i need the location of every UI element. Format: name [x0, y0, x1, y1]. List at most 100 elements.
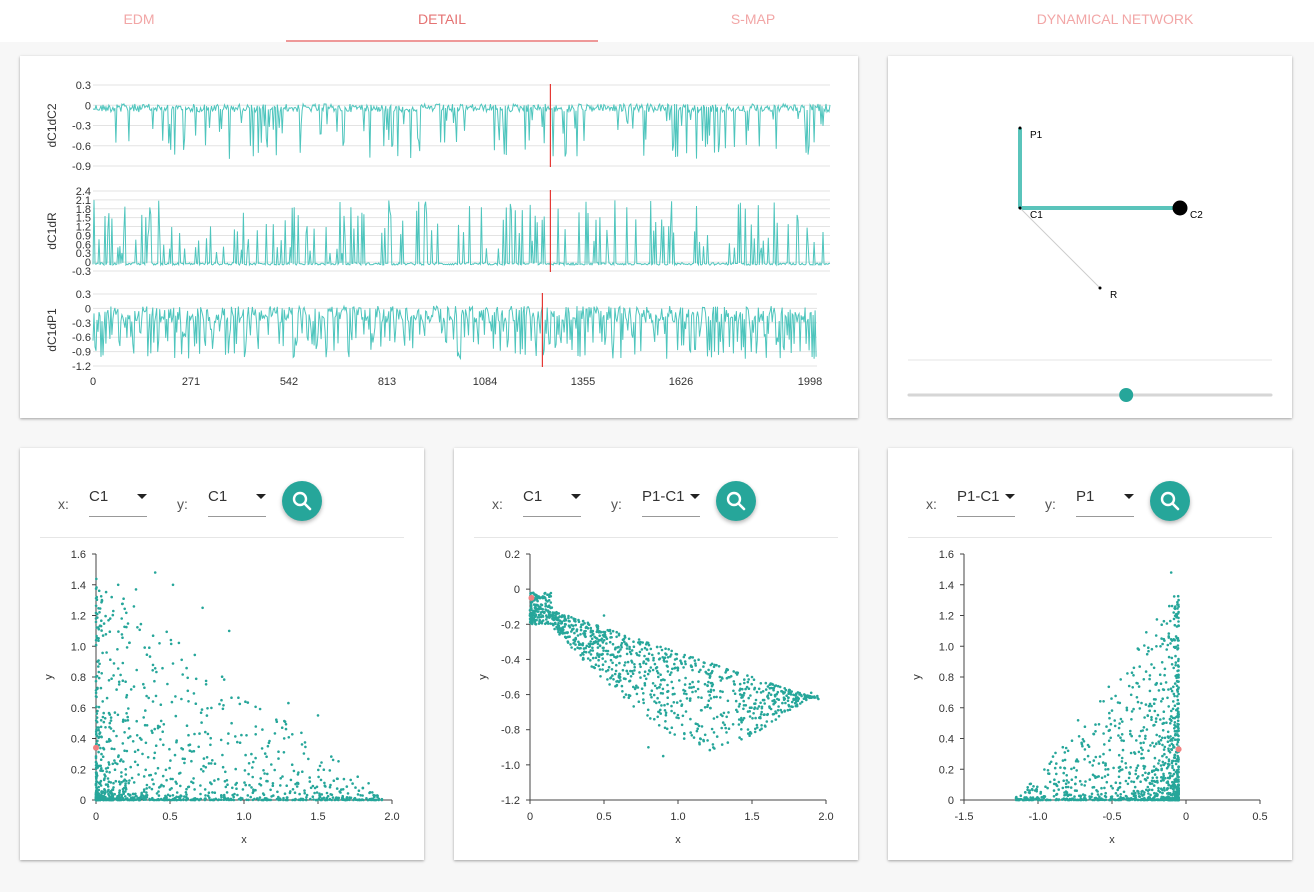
- scatter-point: [721, 721, 725, 724]
- scatter-point: [1105, 780, 1109, 784]
- scatter-point: [277, 795, 280, 799]
- scatter-point: [667, 648, 670, 651]
- scatter-point: [1137, 648, 1141, 651]
- scatter-point: [95, 732, 98, 736]
- scatter-point: [354, 786, 357, 789]
- search-button[interactable]: [282, 481, 322, 521]
- scatter-point: [94, 679, 98, 683]
- scatter-point: [738, 702, 741, 706]
- scatter-point: [168, 794, 172, 798]
- scatter-point: [1154, 720, 1158, 723]
- scatter-point: [546, 593, 549, 596]
- scatter-point: [1166, 787, 1170, 790]
- scatter-point: [670, 671, 673, 674]
- x-variable-select[interactable]: C1: [89, 482, 147, 517]
- scatter-point: [1163, 752, 1166, 756]
- scatter-point: [1157, 740, 1160, 743]
- scatter-point: [143, 646, 146, 649]
- scatter-point: [664, 720, 667, 723]
- scatter-point: [661, 656, 664, 659]
- scatter-point: [632, 640, 635, 643]
- scatter-point: [221, 707, 225, 711]
- scatter-point: [725, 715, 728, 719]
- slider-thumb[interactable]: [1119, 388, 1134, 402]
- scatter-point: [792, 693, 795, 697]
- scatter-point: [1167, 705, 1170, 708]
- scatter-point: [1139, 729, 1143, 733]
- scatter-point: [1176, 712, 1180, 715]
- y-variable-select[interactable]: P1: [1076, 482, 1134, 517]
- scatter-point: [331, 796, 335, 799]
- scatter-point: [1100, 786, 1103, 790]
- scatter-point: [533, 615, 537, 619]
- scatter-point: [235, 781, 238, 785]
- scatter-point: [144, 768, 147, 772]
- scatter-point: [1124, 762, 1127, 765]
- scatter-point: [742, 694, 745, 697]
- search-button[interactable]: [716, 481, 756, 521]
- scatter-point: [171, 794, 175, 797]
- scatter-card-2: x: C1 y: P1-C1 0.2 0 -0.2 -0.4 -0.6 -0.8 -1.0-…: [454, 448, 858, 860]
- scatter-point: [574, 637, 578, 641]
- scatter-point: [663, 660, 666, 663]
- x-variable-select[interactable]: C1: [523, 482, 581, 517]
- scatter-point: [112, 781, 115, 785]
- scatter-point: [210, 706, 213, 710]
- scatter-point: [103, 792, 106, 796]
- scatter-point: [570, 616, 573, 619]
- scatter-point: [590, 630, 594, 634]
- scatter-point: [133, 760, 137, 764]
- scatter-point: [109, 781, 113, 784]
- scatter-point: [251, 766, 254, 769]
- scatter-point: [1169, 735, 1172, 738]
- scatter-point: [556, 623, 560, 627]
- scatter-point: [747, 696, 750, 700]
- y-variable-select[interactable]: P1-C1: [642, 482, 700, 517]
- x-variable-select[interactable]: P1-C1: [957, 482, 1015, 517]
- scatter-point: [1177, 659, 1180, 663]
- scatter-point: [113, 711, 117, 714]
- scatter-point: [132, 798, 136, 801]
- scatter-point: [123, 625, 126, 629]
- scatter-point: [1168, 751, 1172, 754]
- scatter-point: [656, 696, 659, 700]
- scatter-point: [658, 701, 661, 704]
- scatter-point: [1154, 798, 1157, 802]
- scatter-point: [1082, 740, 1086, 743]
- scatter-point: [1130, 780, 1133, 783]
- scatter-point: [179, 771, 182, 775]
- scatter-point: [172, 798, 176, 802]
- scatter-point: [335, 787, 339, 790]
- scatter-point: [226, 783, 229, 786]
- scatter-point: [102, 720, 106, 724]
- scatter-point: [234, 767, 237, 771]
- scatter-point: [108, 725, 111, 729]
- scatter-point: [1153, 756, 1157, 760]
- scatter-point: [642, 692, 645, 695]
- y-variable-select[interactable]: C1: [208, 482, 266, 517]
- scatter-point: [724, 726, 727, 730]
- scatter-point: [207, 791, 211, 794]
- scatter-point: [205, 714, 209, 717]
- scatter-point: [1154, 742, 1158, 746]
- tab-edm[interactable]: EDM: [123, 11, 155, 27]
- scatter-point: [660, 648, 664, 652]
- scatter-point: [581, 656, 585, 660]
- search-button[interactable]: [1150, 481, 1190, 521]
- scatter-point: [150, 729, 153, 733]
- scatter-point: [681, 714, 685, 718]
- scatter-point: [632, 685, 635, 689]
- scatter-point: [753, 702, 756, 705]
- scatter-point: [1130, 671, 1134, 674]
- scatter-point: [536, 616, 539, 619]
- scatter-point: [576, 634, 580, 637]
- scatter-point: [187, 785, 191, 789]
- scatter-point: [1148, 709, 1151, 712]
- scatter-point: [219, 798, 223, 801]
- scatter-point: [125, 712, 128, 715]
- tab-s-map[interactable]: S-MAP: [730, 11, 776, 27]
- scatter-point: [777, 698, 781, 701]
- scatter-point: [1171, 744, 1175, 747]
- tab-dynamical-network[interactable]: DYNAMICAL NETWORK: [1036, 11, 1194, 27]
- tab-detail[interactable]: DETAIL: [418, 11, 466, 27]
